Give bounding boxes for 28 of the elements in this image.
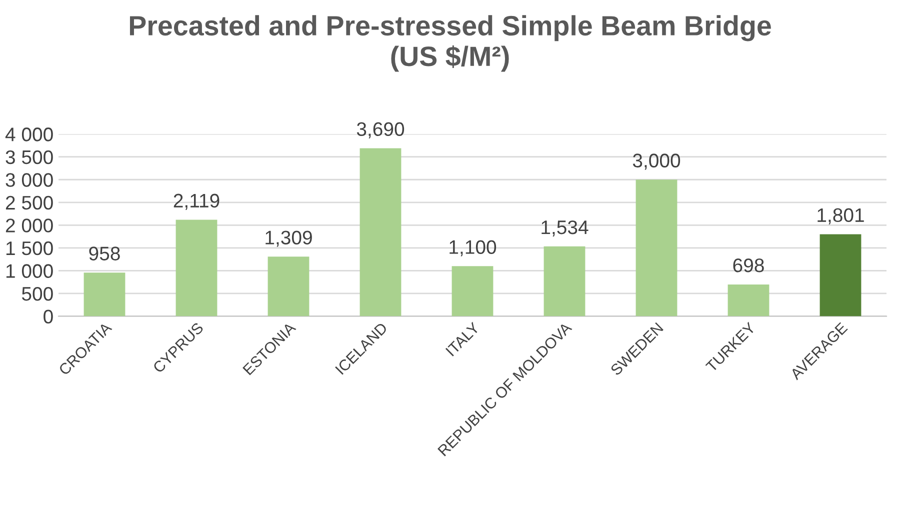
- data-label: 1,100: [450, 240, 496, 256]
- bar: [268, 256, 310, 316]
- bar: [452, 266, 494, 316]
- data-label: 958: [89, 246, 120, 260]
- y-tick-label: 0: [44, 310, 53, 324]
- bar: [176, 220, 218, 316]
- data-label: 698: [733, 258, 764, 272]
- data-label: 3,690: [356, 122, 404, 138]
- y-tick-label: 3 000: [6, 173, 53, 187]
- data-label: 1,801: [818, 208, 864, 224]
- bar: [84, 272, 126, 316]
- data-label: 2,119: [174, 194, 220, 210]
- data-label: 1,309: [266, 230, 312, 247]
- bar: [544, 246, 586, 316]
- data-label: 3,000: [632, 154, 680, 170]
- bar: [636, 180, 678, 316]
- data-label: 1,534: [542, 220, 588, 237]
- y-tick-label: 2 500: [6, 196, 53, 210]
- y-tick-label: 2 000: [6, 218, 53, 232]
- y-tick-label: 1 500: [6, 241, 53, 256]
- y-tick-label: 1 000: [6, 264, 53, 278]
- bar: [820, 234, 862, 316]
- bar: [360, 148, 402, 316]
- y-tick-label: 4 000: [5, 128, 53, 142]
- y-tick-label: 500: [22, 286, 53, 301]
- chart-title: Precasted and Pre-stressed Simple Beam Bridge (US $/M²): [130, 15, 771, 72]
- bar: [728, 284, 770, 316]
- y-tick-label: 3 500: [6, 150, 53, 164]
